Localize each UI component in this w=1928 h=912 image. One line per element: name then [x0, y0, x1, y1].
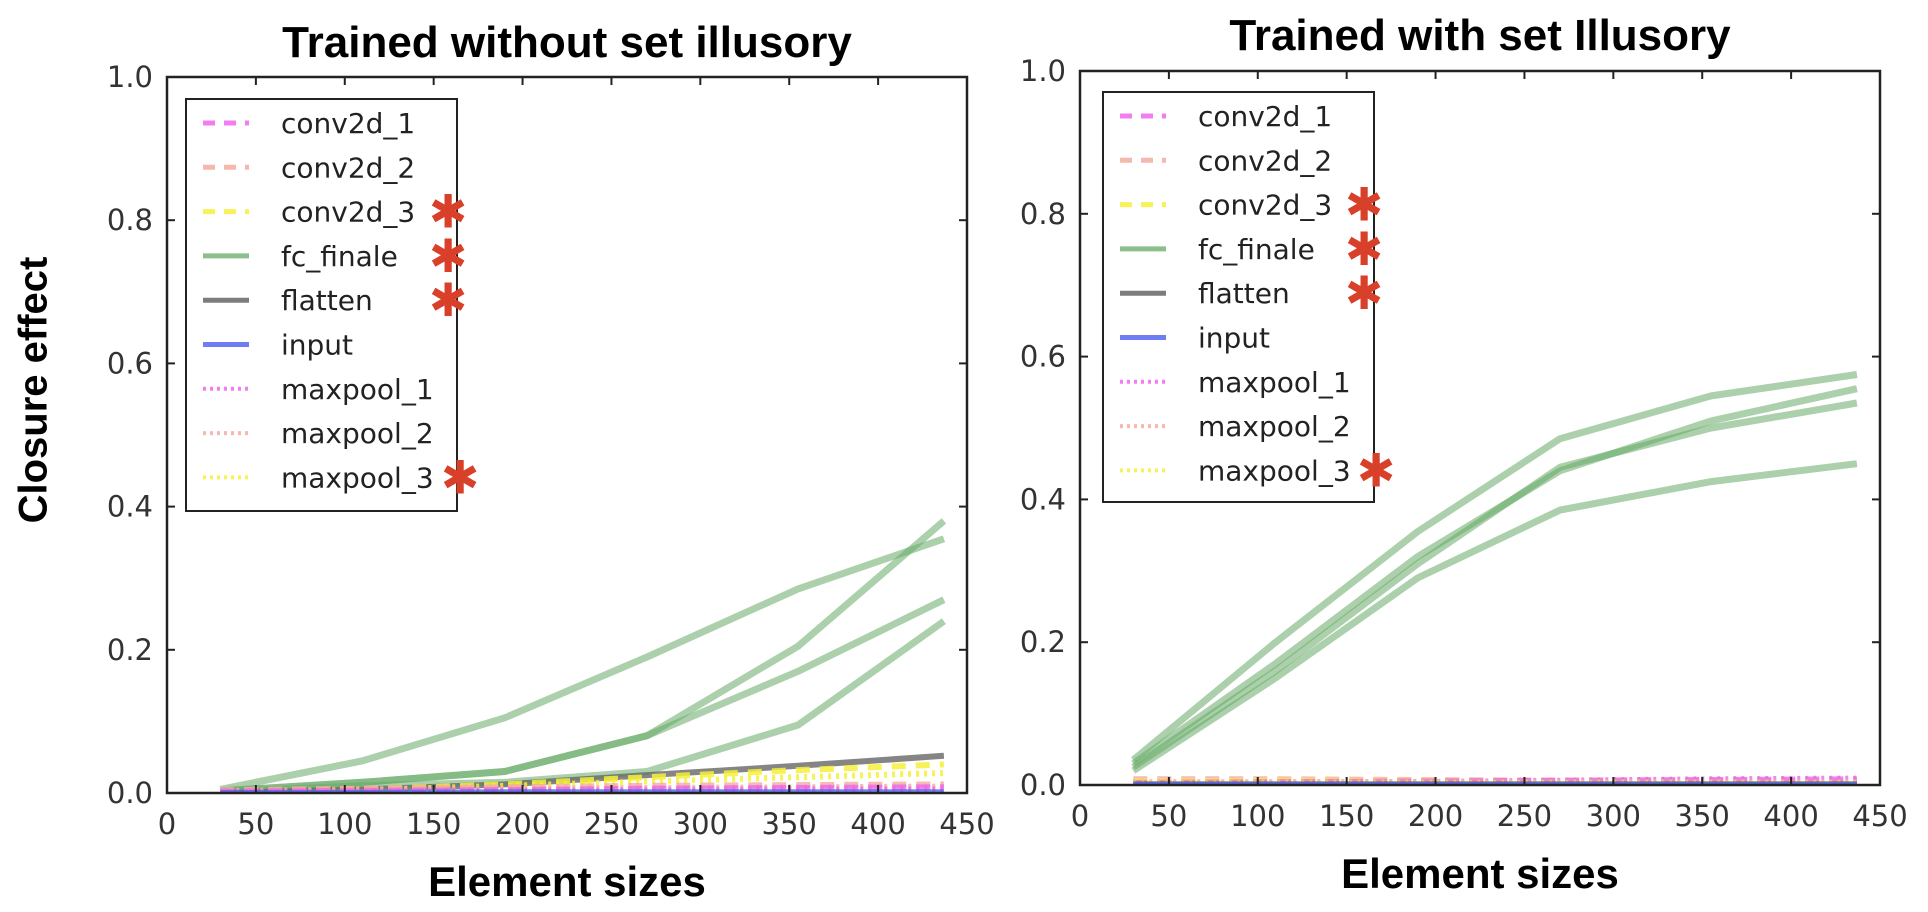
- x-tick-label: 150: [406, 807, 461, 841]
- legend-item-input: input: [203, 329, 353, 362]
- legend-item-conv2d_1: conv2d_1: [1120, 100, 1332, 133]
- y-tick-label: 0.0: [1020, 768, 1066, 802]
- legend-item-conv2d_1: conv2d_1: [203, 107, 415, 140]
- y-tick-label: 1.0: [107, 60, 153, 94]
- legend-item-maxpool_1: maxpool_1: [1120, 366, 1351, 399]
- legend-item-maxpool_3: maxpool_3 ✱: [203, 450, 479, 504]
- y-tick-label: 0.6: [1020, 340, 1066, 374]
- x-tick-label: 150: [1319, 799, 1374, 833]
- y-tick-label: 0.2: [1020, 625, 1066, 659]
- x-tick-label: 450: [1852, 799, 1907, 833]
- y-tick-label: 0.4: [107, 490, 153, 524]
- significance-star-icon: ✱: [1357, 443, 1396, 497]
- legend-label: input: [281, 329, 353, 362]
- plot-frame: [1078, 69, 1882, 787]
- legend-item-maxpool_3: maxpool_3 ✱: [1120, 443, 1395, 497]
- x-tick-label: 50: [237, 807, 274, 841]
- legend-item-conv2d_3: conv2d_3 ✱: [1120, 178, 1383, 232]
- x-tick-label: 50: [1150, 799, 1187, 833]
- significance-star-icon: ✱: [441, 450, 480, 504]
- significance-star-icon: ✱: [1345, 222, 1384, 276]
- y-tick-label: 1.0: [1020, 54, 1066, 88]
- chart-panel-1: Trained without set illusory 0 50 100 150 200…: [107, 18, 995, 905]
- significance-star-icon: ✱: [429, 185, 468, 239]
- legend-label: conv2d_2: [281, 151, 415, 184]
- chart-panel-2: Trained with set Illusory 0 50 100 150 200 250…: [1020, 11, 1908, 897]
- plot-frame: [165, 75, 969, 795]
- series-line-fc_finale: [1131, 399, 1858, 770]
- x-tick-label: 250: [1497, 799, 1552, 833]
- legend-item-conv2d_2: conv2d_2: [1120, 144, 1332, 177]
- legend-item-conv2d_2: conv2d_2: [203, 151, 415, 184]
- legend-item-input: input: [1120, 322, 1270, 355]
- chart-title: Trained with set Illusory: [1229, 11, 1731, 60]
- significance-star-icon: ✱: [429, 229, 468, 283]
- legend-label: conv2d_3: [1198, 189, 1332, 222]
- series-lines: [219, 518, 947, 793]
- series-line-fc_finale: [1131, 371, 1858, 763]
- x-tick-label: 100: [317, 807, 372, 841]
- y-tick-label: 0.8: [1020, 197, 1066, 231]
- x-tick-label: 0: [158, 807, 176, 841]
- series-line-maxpool_3: [220, 770, 944, 793]
- x-tick-label: 0: [1071, 799, 1089, 833]
- legend-label: fc_finale: [1198, 233, 1315, 266]
- legend-item-maxpool_1: maxpool_1: [203, 373, 434, 406]
- legend-label: maxpool_1: [1198, 366, 1351, 399]
- x-axis-label: Element sizes: [428, 858, 706, 905]
- x-tick-label: 350: [762, 807, 817, 841]
- x-tick-label: 300: [673, 807, 728, 841]
- series-line-conv2d_3: [220, 761, 945, 793]
- chart-title: Trained without set illusory: [282, 18, 852, 67]
- x-tick-label: 200: [1408, 799, 1463, 833]
- legend-label: maxpool_2: [1198, 410, 1351, 443]
- legend-label: maxpool_3: [1198, 454, 1351, 487]
- legend-label: maxpool_1: [281, 373, 434, 406]
- x-tick-label: 450: [939, 807, 994, 841]
- legend-label: maxpool_2: [281, 417, 434, 450]
- significance-star-icon: ✱: [1345, 178, 1384, 232]
- x-tick-label: 400: [1763, 799, 1818, 833]
- legend-label: flatten: [281, 284, 373, 317]
- y-tick-label: 0.8: [107, 203, 153, 237]
- x-tick-label: 200: [495, 807, 550, 841]
- legend-label: input: [1198, 322, 1270, 355]
- legend-label: conv2d_1: [281, 107, 415, 140]
- legend-item-flatten: flatten ✱: [203, 273, 467, 327]
- y-tick-label: 0.6: [107, 346, 153, 380]
- legend-item-flatten: flatten ✱: [1120, 266, 1383, 320]
- legend-item-conv2d_3: conv2d_3 ✱: [203, 185, 467, 239]
- x-tick-label: 100: [1230, 799, 1285, 833]
- legend-item-fc_finale: fc_finale ✱: [203, 229, 467, 283]
- y-tick-label: 0.2: [107, 633, 153, 667]
- legend-label: conv2d_1: [1198, 100, 1332, 133]
- legend-label: flatten: [1198, 277, 1290, 310]
- x-axis-label: Element sizes: [1341, 850, 1619, 897]
- legend-label: fc_finale: [281, 240, 398, 273]
- x-tick-label: 250: [584, 807, 639, 841]
- legend-label: maxpool_3: [281, 461, 434, 494]
- significance-star-icon: ✱: [1345, 266, 1384, 320]
- legend-label: conv2d_2: [1198, 144, 1332, 177]
- x-tick-label: 300: [1586, 799, 1641, 833]
- legend-item-maxpool_2: maxpool_2: [1120, 410, 1351, 443]
- y-tick-label: 0.4: [1020, 482, 1066, 516]
- legend-item-fc_finale: fc_finale ✱: [1120, 222, 1383, 276]
- x-tick-label: 350: [1675, 799, 1730, 833]
- legend-item-maxpool_2: maxpool_2: [203, 417, 434, 450]
- significance-star-icon: ✱: [429, 273, 468, 327]
- series-line-fc_finale: [1131, 460, 1858, 774]
- y-tick-label: 0.0: [107, 776, 153, 810]
- x-tick-label: 400: [850, 807, 905, 841]
- series-line-fc_finale: [219, 535, 946, 793]
- legend-label: conv2d_3: [281, 196, 415, 229]
